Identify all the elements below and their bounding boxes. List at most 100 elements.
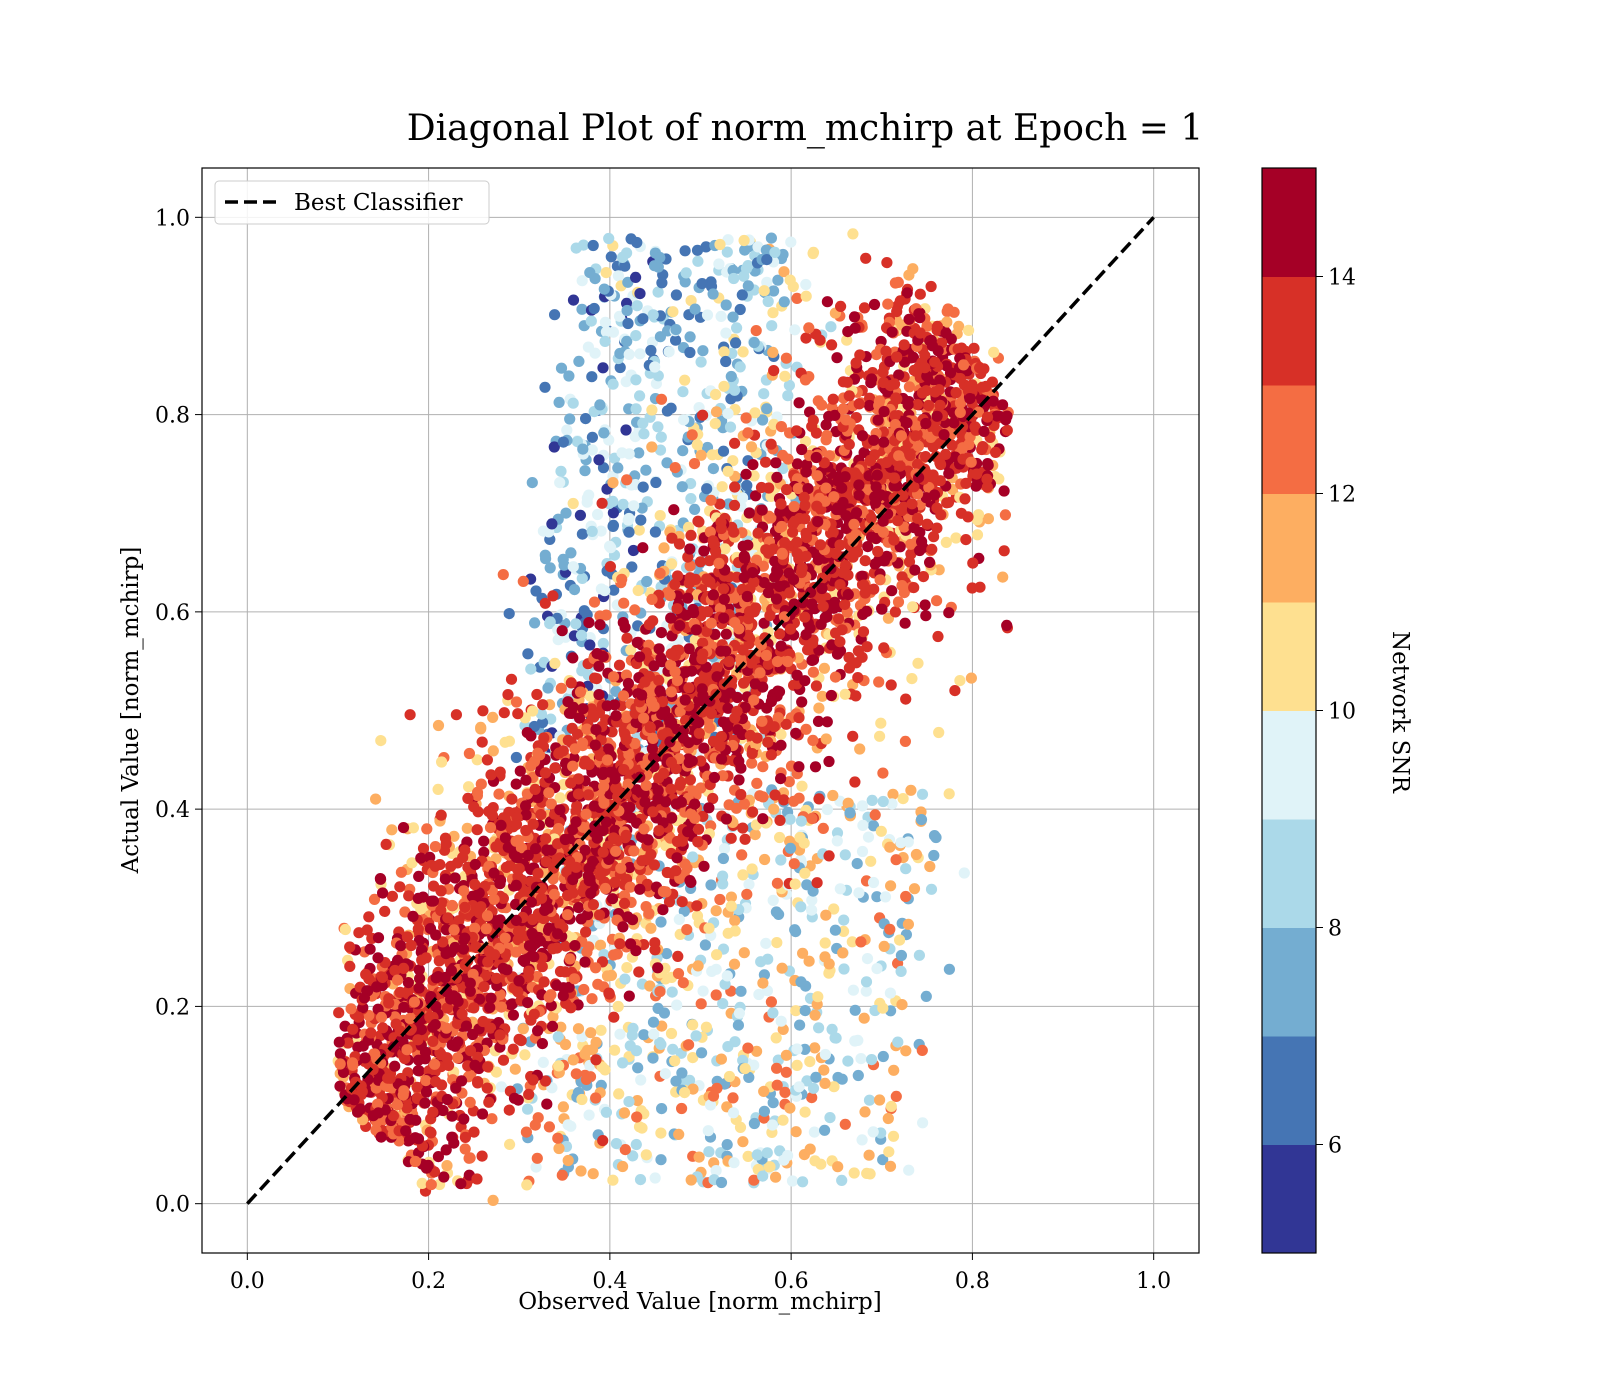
data-point — [784, 1102, 796, 1114]
data-point — [529, 617, 541, 629]
data-point — [737, 492, 749, 504]
data-point — [982, 513, 995, 525]
data-point — [665, 783, 677, 795]
data-point — [853, 887, 865, 899]
data-point — [812, 991, 824, 1003]
data-point — [954, 373, 967, 385]
data-point — [463, 781, 475, 793]
data-point — [512, 934, 524, 946]
data-point — [950, 387, 962, 399]
data-point — [689, 303, 701, 315]
data-point — [784, 813, 796, 825]
data-point — [386, 890, 398, 902]
data-point — [560, 940, 572, 952]
data-point — [619, 973, 631, 985]
data-point — [581, 492, 594, 504]
data-point — [728, 958, 741, 970]
data-point — [706, 965, 718, 978]
data-point — [818, 1064, 830, 1076]
data-point — [860, 252, 872, 264]
data-point — [599, 335, 611, 347]
data-point — [471, 790, 483, 802]
data-point — [827, 393, 839, 405]
data-point — [679, 1087, 691, 1099]
data-point — [625, 644, 637, 656]
data-point — [839, 598, 851, 611]
data-point — [590, 1054, 602, 1066]
data-point — [723, 655, 735, 668]
data-point — [514, 765, 526, 777]
data-point — [778, 794, 790, 806]
data-point — [910, 848, 923, 861]
data-point — [766, 320, 778, 332]
data-point — [614, 347, 626, 360]
data-point — [775, 773, 787, 785]
data-point — [943, 468, 955, 480]
data-point — [721, 1139, 733, 1151]
data-point — [714, 893, 726, 906]
data-point — [907, 601, 919, 613]
data-point — [632, 584, 644, 597]
data-point — [916, 387, 929, 399]
data-point — [758, 388, 770, 400]
data-point — [879, 891, 892, 903]
data-point — [621, 632, 633, 644]
data-point — [888, 1064, 900, 1076]
data-point — [672, 950, 684, 963]
data-point — [768, 365, 780, 377]
data-point — [695, 356, 707, 368]
data-point — [424, 1126, 436, 1138]
data-point — [736, 289, 748, 301]
data-point — [972, 509, 985, 521]
data-point — [829, 1032, 841, 1044]
data-point — [906, 673, 918, 685]
data-point — [648, 859, 661, 871]
data-point — [637, 481, 649, 493]
data-point — [649, 526, 662, 538]
data-point — [527, 1074, 539, 1086]
data-point — [742, 280, 754, 292]
data-point — [538, 732, 550, 744]
data-point — [836, 1073, 848, 1085]
data-point — [645, 695, 658, 708]
data-point — [655, 1127, 667, 1139]
data-point — [874, 730, 886, 742]
data-point — [655, 1038, 667, 1050]
data-point — [823, 410, 835, 423]
data-point — [548, 441, 560, 453]
data-point — [920, 610, 932, 622]
data-point — [539, 381, 551, 393]
data-point — [427, 895, 439, 907]
data-point — [652, 1002, 664, 1015]
data-point — [885, 1100, 897, 1112]
data-point — [790, 1005, 802, 1017]
data-point — [557, 436, 570, 448]
data-point — [790, 1126, 802, 1138]
data-point — [557, 1101, 570, 1113]
data-point — [598, 283, 610, 295]
data-point — [587, 1168, 599, 1180]
data-point — [438, 1171, 450, 1183]
data-point — [728, 1157, 740, 1169]
data-point — [823, 850, 835, 862]
data-point — [612, 1000, 624, 1013]
data-point — [925, 280, 937, 293]
data-point — [734, 303, 746, 316]
data-point — [891, 351, 903, 363]
data-point — [889, 606, 902, 618]
data-point — [522, 1103, 534, 1115]
data-point — [578, 605, 590, 617]
data-point — [631, 300, 643, 312]
data-point — [859, 555, 871, 567]
data-point — [740, 412, 752, 424]
data-point — [666, 986, 678, 998]
data-point — [368, 893, 381, 906]
data-point — [692, 255, 704, 267]
data-point — [990, 446, 1002, 458]
data-point — [576, 275, 588, 287]
data-point — [700, 241, 712, 253]
data-point — [697, 409, 709, 421]
data-point — [751, 1045, 763, 1057]
data-point — [653, 643, 665, 655]
data-point — [531, 688, 543, 701]
